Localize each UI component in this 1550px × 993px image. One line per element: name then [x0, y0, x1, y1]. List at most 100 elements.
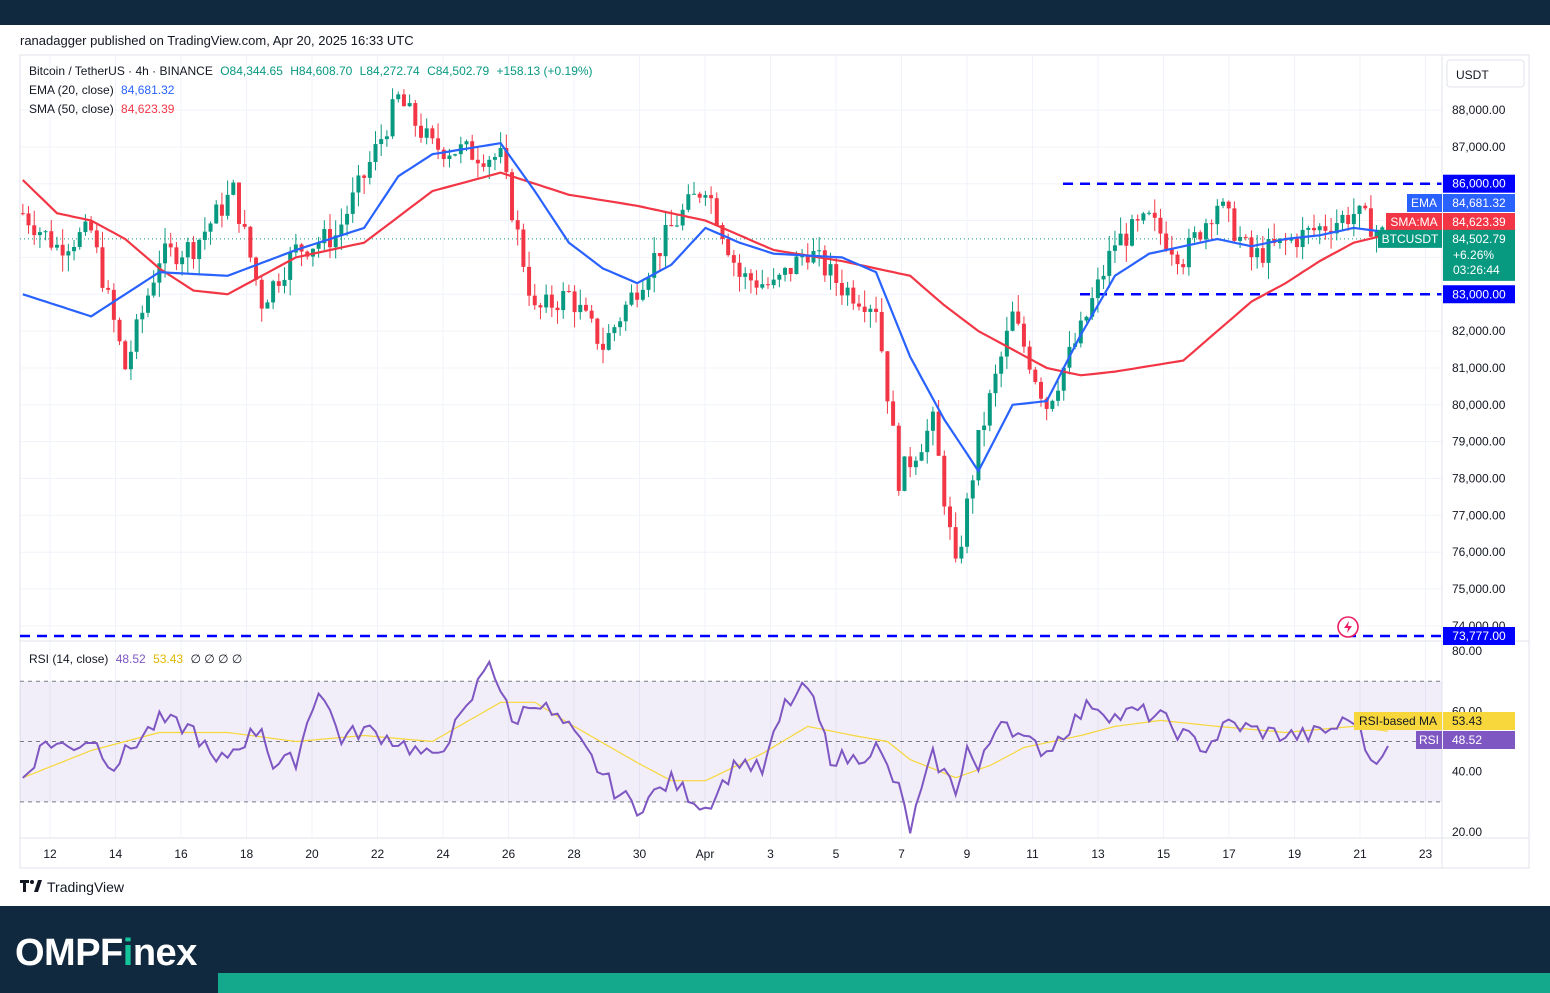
candle-body — [936, 411, 941, 456]
time-axis-label: 18 — [240, 847, 254, 861]
candle-body — [1243, 236, 1248, 238]
candle-body — [1192, 232, 1197, 238]
lightning-icon[interactable] — [1337, 616, 1359, 638]
candle-body — [282, 279, 287, 286]
ema-legend[interactable]: EMA (20, close) 84,681.32 — [29, 83, 178, 97]
candle-body — [953, 527, 958, 559]
candle-body — [1147, 212, 1152, 214]
sma-value-tag-text: 84,623.39 — [1452, 215, 1506, 229]
rsi-name-tag-text: RSI — [1419, 733, 1439, 747]
candle-body — [1215, 205, 1220, 225]
candle-body — [771, 279, 776, 286]
candle-body — [1266, 238, 1271, 263]
candle-body — [180, 257, 185, 265]
candle-body — [1368, 208, 1373, 237]
candle-body — [765, 284, 770, 286]
candle-body — [1209, 223, 1214, 225]
level-price-tag-text: 83,000.00 — [1452, 287, 1506, 301]
candle-body — [595, 318, 600, 344]
candle-body — [419, 125, 423, 138]
candle-body — [225, 194, 230, 216]
candle-body — [265, 302, 270, 309]
candle-body — [60, 244, 65, 256]
candle-body — [874, 308, 879, 313]
rsi-value-tag-text: 48.52 — [1452, 733, 1482, 747]
time-axis-label: 20 — [305, 847, 319, 861]
candle-body — [942, 455, 947, 507]
footer-accent-bar — [218, 973, 1550, 993]
candle-body — [783, 267, 788, 275]
candle-body — [965, 498, 970, 547]
omp-finex-logo[interactable]: OMPFinex — [15, 932, 197, 975]
candle-body — [885, 351, 890, 402]
candle-body — [271, 281, 276, 303]
candle-body — [111, 289, 116, 320]
candle-body — [151, 282, 156, 296]
rsi-name-tag — [1416, 731, 1442, 749]
candle-body — [407, 103, 412, 107]
candle-body — [145, 295, 150, 313]
candle-body — [504, 147, 509, 173]
candle-body — [703, 195, 708, 198]
candle-body — [356, 175, 361, 193]
candle-body — [123, 341, 128, 370]
candle-body — [754, 280, 759, 288]
candle-body — [925, 430, 930, 453]
time-axis-label: 30 — [633, 847, 647, 861]
candle-body — [1061, 367, 1066, 391]
candle-body — [794, 256, 799, 275]
candle-body — [94, 230, 99, 248]
time-axis-label: 24 — [436, 847, 450, 861]
candle-body — [401, 94, 406, 107]
high-value: H84,608.70 — [290, 64, 353, 78]
candle-body — [174, 247, 179, 265]
candle-body — [32, 225, 37, 236]
candle-body — [1152, 212, 1157, 218]
candle-body — [777, 274, 782, 280]
time-axis-label: 21 — [1353, 847, 1367, 861]
level-price-tag-text: 86,000.00 — [1452, 177, 1506, 191]
candle-body — [1124, 233, 1129, 246]
sma-legend-value: 84,623.39 — [121, 102, 175, 116]
sma-legend[interactable]: SMA (50, close) 84,623.39 — [29, 102, 178, 116]
candle-body — [1078, 320, 1083, 344]
candle-body — [646, 277, 651, 290]
candle-body — [1090, 298, 1095, 317]
price-chart[interactable]: 88,000.0087,000.0086,000.0085,000.0084,0… — [0, 0, 1550, 906]
candle-body — [601, 343, 606, 350]
candle-body — [498, 147, 503, 158]
level-price-tag — [1443, 285, 1515, 304]
rsi-legend[interactable]: RSI (14, close) 48.52 53.43 ∅ ∅ ∅ ∅ — [29, 652, 246, 666]
level-price-tag — [1443, 174, 1515, 193]
symbol-title[interactable]: Bitcoin / TetherUS · 4h · BINANCE — [29, 64, 213, 78]
tradingview-logo[interactable]: TradingView — [20, 879, 124, 895]
candle-body — [379, 139, 384, 145]
candle-body — [1380, 227, 1385, 230]
candle-body — [436, 138, 441, 150]
candle-body — [851, 287, 856, 304]
price-axis-label: 76,000.00 — [1452, 545, 1506, 559]
candle-body — [481, 163, 486, 167]
candle-body — [521, 229, 526, 267]
candle-body — [845, 287, 850, 296]
rsi-ma-legend-value: 53.43 — [153, 652, 184, 666]
candle-body — [999, 356, 1004, 374]
ohlc-legend: Bitcoin / TetherUS · 4h · BINANCE O84,34… — [29, 64, 597, 78]
candle-body — [259, 279, 264, 309]
time-axis-label: 17 — [1222, 847, 1236, 861]
candle-body — [1232, 208, 1237, 241]
level-price-tag-text: 73,777.00 — [1452, 629, 1506, 643]
time-axis-label: 3 — [767, 847, 774, 861]
candle-body — [89, 221, 94, 231]
candle-body — [43, 231, 48, 233]
last-change-text: +6.26% — [1453, 248, 1494, 262]
candle-body — [1130, 219, 1134, 246]
brand-part-3: nex — [132, 932, 197, 974]
candle-body — [561, 291, 566, 311]
price-axis-label: 81,000.00 — [1452, 361, 1506, 375]
candle-body — [822, 250, 827, 276]
candle-body — [891, 401, 896, 426]
candle-body — [1095, 279, 1100, 299]
candle-body — [26, 213, 31, 226]
candle-body — [140, 312, 145, 320]
